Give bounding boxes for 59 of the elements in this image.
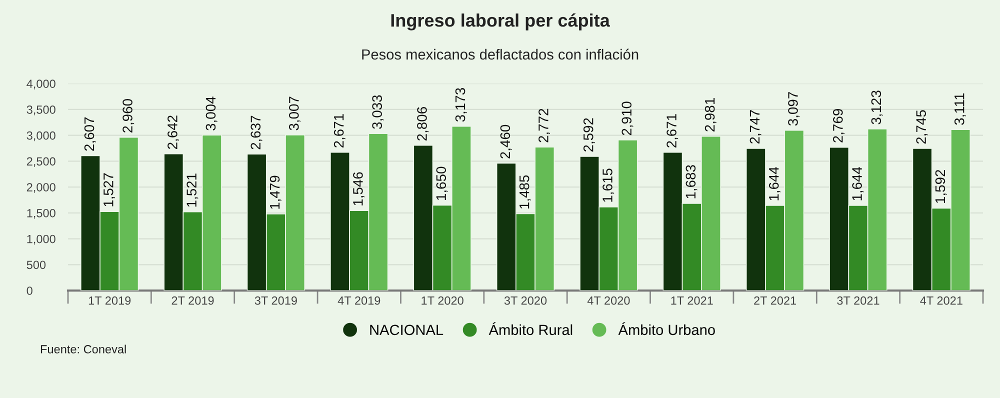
x-tick-label: 1T 2019 [88,296,131,305]
data-label: 1,485 [519,175,531,208]
x-tick-label: 2T 2019 [172,296,214,305]
data-label: 1,615 [602,168,614,202]
x-tick-label: 1T 2021 [671,296,713,305]
data-label: 2,671 [334,114,346,148]
data-label: 3,123 [871,90,883,124]
data-label: 1,644 [852,166,864,200]
data-label: 2,671 [666,114,678,148]
chart-subtitle: Pesos mexicanos deflactados con inflación [362,48,638,60]
x-tick-label: 3T 2021 [837,296,880,305]
data-label: 2,592 [583,118,595,152]
data-label: 1,683 [686,165,698,198]
data-label: 1,644 [768,166,780,200]
data-label: 1,521 [186,174,198,207]
y-tick-label: 3,500 [26,105,56,116]
data-label: 2,637 [250,116,262,150]
x-tick-label: 4T 2019 [338,296,380,305]
y-tick-label: 0 [26,286,32,295]
data-label: 2,910 [622,102,634,136]
data-label: 3,007 [288,96,300,130]
data-label: 1,479 [270,176,282,209]
y-tick-label: 500 [26,260,46,270]
y-tick-label: 1,500 [27,208,56,219]
legend-label: Ámbito Rural [488,322,572,336]
data-label: 2,981 [704,98,716,132]
chart-title: Ingreso laboral per cápita [391,13,610,30]
legend-label: NACIONAL [370,324,444,336]
x-tick-label: 3T 2020 [504,296,547,305]
data-label: 3,004 [206,96,218,130]
data-label: 2,460 [500,124,512,158]
y-tick-label: 3,000 [26,131,56,142]
data-label: 3,111 [954,93,966,125]
y-tick-label: 1,000 [27,234,56,245]
legend-label: Ámbito Urbano [618,322,715,336]
data-label: 3,097 [788,92,800,126]
x-tick-label: 1T 2020 [422,296,464,305]
y-tick-label: 2,500 [26,157,56,167]
data-label: 2,642 [168,116,180,149]
data-label: 2,772 [538,108,550,142]
source-note: Fuente: Coneval [40,344,126,354]
x-tick-label: 3T 2019 [254,296,297,305]
y-tick-label: 4,000 [26,80,56,90]
data-label: 2,745 [916,110,928,144]
data-label: 2,806 [417,107,429,140]
x-tick-label: 2T 2021 [754,296,796,305]
data-label: 3,033 [372,95,384,129]
data-label: 2,747 [750,110,762,144]
data-label: 1,527 [103,173,115,206]
x-tick-label: 4T 2021 [920,296,962,305]
data-label: 1,650 [436,166,448,200]
data-label: 2,960 [122,99,134,133]
data-label: 1,546 [353,172,365,206]
data-label: 2,769 [832,109,844,142]
data-label: 2,607 [84,117,96,151]
x-tick-label: 4T 2020 [587,296,630,305]
data-label: 3,173 [455,88,467,122]
y-tick-label: 2,000 [26,183,56,193]
data-label: 1,592 [935,170,947,203]
